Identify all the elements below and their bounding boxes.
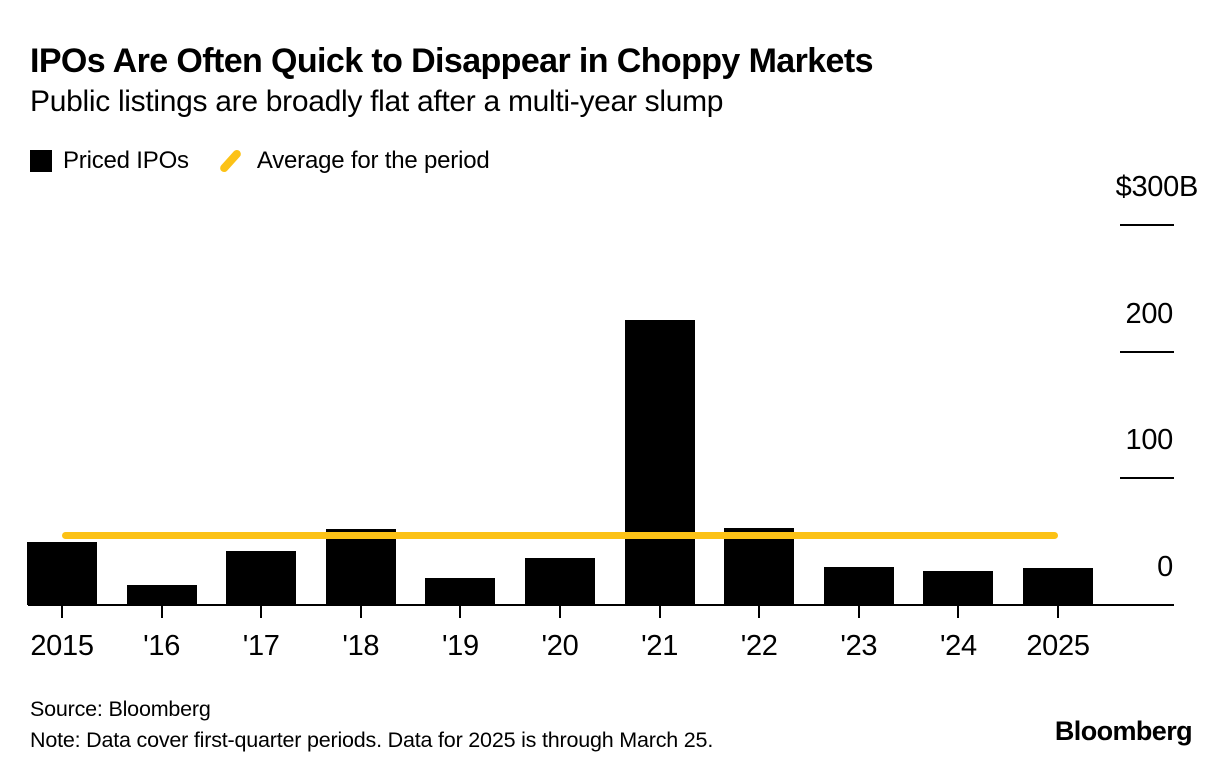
x-axis-label: '18 [342,630,380,662]
y-axis-tick [1120,224,1174,226]
bar-22 [724,527,795,605]
x-axis-tick [559,605,561,618]
legend-item-average: Average for the period [215,147,490,175]
x-axis-label: '20 [541,630,579,662]
bar-2025 [1023,568,1093,605]
y-axis-label: 100 [1125,424,1174,457]
x-axis-label: 2015 [30,630,94,662]
x-axis-tick [857,605,860,618]
bar-16 [126,584,197,605]
legend-label: Average for the period [256,147,490,174]
legend: Priced IPOs Average for the period [30,147,490,175]
bar-20 [525,558,595,605]
bar-24 [923,570,994,605]
average-line [62,532,1058,540]
source-text: Source: Bloomberg [30,697,211,721]
bar-2015 [27,541,97,605]
bar-19 [425,578,496,605]
x-axis-label: '17 [242,630,280,662]
bar-23 [823,567,894,605]
bloomberg-logo: Bloomberg [1054,716,1193,746]
x-axis-label: '24 [939,630,977,662]
x-axis-tick [359,605,362,618]
x-axis-label: 2025 [1026,630,1090,662]
bar-18 [325,529,396,605]
x-axis-label: '21 [641,630,679,662]
x-axis-tick [260,605,263,618]
chart-title: IPOs Are Often Quick to Disappear in Cho… [30,42,874,80]
chart-subtitle: Public listings are broadly flat after a… [30,85,724,118]
x-axis-line [28,604,1174,606]
x-axis-tick [758,605,761,618]
x-axis-tick [957,605,960,618]
footer: Source: Bloomberg Note: Data cover first… [30,694,713,756]
x-axis-tick [459,605,462,618]
bar-17 [226,550,297,605]
note-text: Note: Data cover first-quarter periods. … [30,728,714,752]
x-axis-tick [160,605,163,618]
x-axis-label: '16 [143,630,181,662]
x-axis-label: '19 [441,630,479,662]
x-axis-tick [1057,605,1059,618]
x-axis-label: '23 [840,630,878,662]
x-axis-tick [658,605,661,618]
x-axis-label: '22 [740,630,778,662]
y-axis-tick [1120,477,1174,480]
y-axis-tick [1120,350,1174,353]
bar-21 [624,320,695,605]
y-axis-label: 200 [1125,297,1174,330]
legend-label: Priced IPOs [63,147,189,174]
bar-swatch-icon [30,150,52,172]
legend-item-priced-ipos: Priced IPOs [30,147,189,175]
y-axis-label: 0 [1157,551,1173,583]
x-axis-tick [61,605,63,618]
y-axis-label: $300B [1115,171,1199,203]
